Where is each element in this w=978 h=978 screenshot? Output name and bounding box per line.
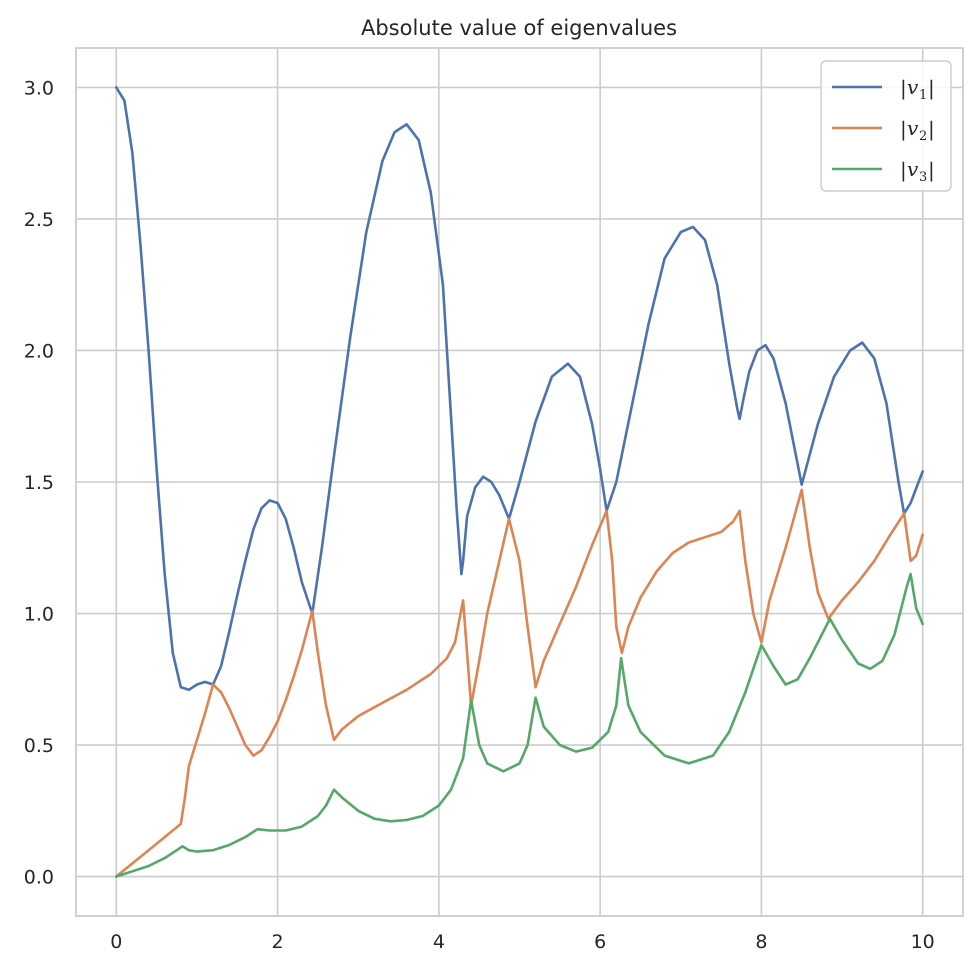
plot-frame xyxy=(75,47,964,917)
svg-text:|: | xyxy=(900,158,907,183)
legend-subscript: 1 xyxy=(919,88,927,103)
tick-labels: 0 2 4 6 8 10 0.0 0.5 1.0 1.5 2.0 2.5 3.0 xyxy=(24,77,935,953)
x-tick-label: 6 xyxy=(594,931,606,953)
series-line-v1 xyxy=(115,86,924,692)
legend-name: v xyxy=(907,75,919,99)
legend-name: v xyxy=(907,157,919,181)
y-tick-label: 1.5 xyxy=(24,472,54,494)
y-tick-label: 0.5 xyxy=(24,735,54,757)
x-tick-label: 8 xyxy=(755,931,767,953)
y-tick-label: 3.0 xyxy=(24,77,54,99)
series-lines xyxy=(115,86,924,878)
x-tick-label: 0 xyxy=(110,931,122,953)
legend-subscript: 3 xyxy=(919,170,927,185)
x-tick-label: 10 xyxy=(911,931,935,953)
series-line-v2 xyxy=(115,488,924,878)
y-tick-label: 2.5 xyxy=(24,209,54,231)
svg-text:|: | xyxy=(928,117,935,142)
svg-text:|: | xyxy=(900,117,907,142)
svg-text:|: | xyxy=(928,76,935,101)
svg-text:|: | xyxy=(900,76,907,101)
legend-box xyxy=(820,60,952,192)
y-tick-label: 1.0 xyxy=(24,604,54,626)
x-tick-label: 4 xyxy=(433,931,445,953)
y-tick-label: 2.0 xyxy=(24,340,54,362)
series-line-v3 xyxy=(115,572,924,878)
grid xyxy=(76,48,963,916)
legend-subscript: 2 xyxy=(919,129,927,144)
x-tick-label: 2 xyxy=(272,931,284,953)
legend: | v 1 || v 2 || v 3 | xyxy=(820,60,952,192)
legend-label-v3: | v 3 | xyxy=(900,157,935,185)
svg-text:|: | xyxy=(928,158,935,183)
axes xyxy=(75,47,964,917)
legend-name: v xyxy=(907,116,919,140)
legend-label-v1: | v 1 | xyxy=(900,75,935,103)
y-tick-label: 0.0 xyxy=(24,867,54,889)
chart-title: Absolute value of eigenvalues xyxy=(361,16,677,40)
legend-label-v2: | v 2 | xyxy=(900,116,935,144)
